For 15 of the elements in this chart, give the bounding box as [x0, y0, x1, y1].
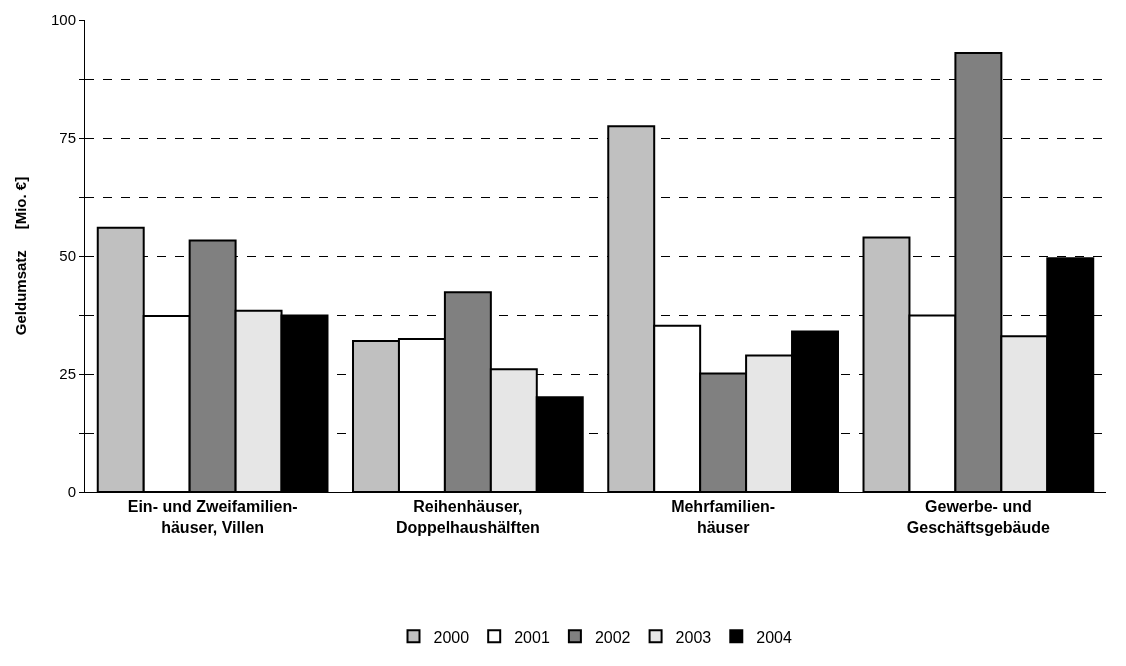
y-axis-title: Geldumsatz [Mio. €]: [12, 176, 30, 336]
y-tick-label: 0: [67, 483, 76, 501]
legend-label: 2004: [756, 628, 792, 646]
x-tick-label: Mehrfamilien- häuser: [671, 498, 776, 536]
y-tick-label: 50: [59, 247, 76, 265]
y-tick-label: 75: [59, 129, 76, 147]
legend-label: 2003: [675, 628, 712, 646]
x-tick-label: Reihenhäuser, Doppelhaushälften: [395, 498, 540, 536]
legend-label: 2002: [594, 628, 631, 646]
x-tick-label: Ein- und Zweifamilien- häuser, Villen: [127, 498, 298, 536]
legend-label: 2001: [514, 628, 550, 646]
y-tick-label: 25: [59, 365, 76, 383]
y-tick-label: 100: [50, 11, 76, 29]
legend-label: 2000: [433, 628, 470, 646]
x-tick-label: Gewerbe- und Geschäftsgebäude: [906, 498, 1051, 536]
